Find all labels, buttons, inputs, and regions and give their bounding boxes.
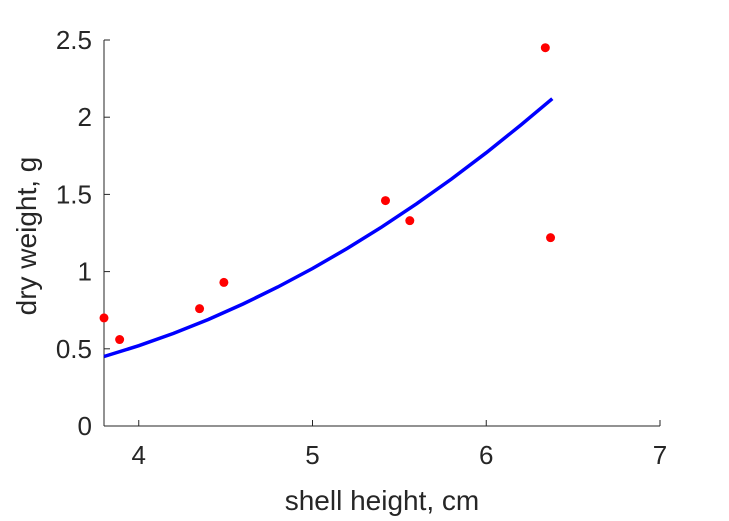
y-tick-label: 2.5	[56, 25, 92, 55]
data-point	[405, 216, 415, 226]
plot-content	[99, 43, 556, 359]
data-point	[219, 277, 229, 287]
x-tick-label: 6	[479, 440, 493, 470]
y-axis-title: dry weight, g	[11, 157, 42, 316]
x-ticks: 4 5 6 7	[132, 420, 667, 470]
axes	[103, 40, 660, 427]
data-point	[195, 304, 205, 314]
data-point	[115, 335, 125, 345]
y-tick-label: 2	[78, 102, 92, 132]
x-tick-label: 7	[653, 440, 667, 470]
data-point	[540, 43, 550, 53]
y-tick-label: 0.5	[56, 334, 92, 364]
data-point	[380, 196, 390, 206]
y-tick-label: 0	[78, 411, 92, 441]
fit-curve-line	[103, 97, 554, 359]
x-axis-title: shell height, cm	[285, 485, 480, 516]
x-tick-label: 5	[305, 440, 319, 470]
x-tick-label: 4	[132, 440, 146, 470]
y-tick-label: 1	[78, 257, 92, 287]
data-point	[546, 233, 556, 243]
y-ticks: 0 0.5 1 1.5 2 2.5	[56, 25, 110, 441]
data-point	[99, 313, 109, 323]
y-tick-label: 1.5	[56, 179, 92, 209]
